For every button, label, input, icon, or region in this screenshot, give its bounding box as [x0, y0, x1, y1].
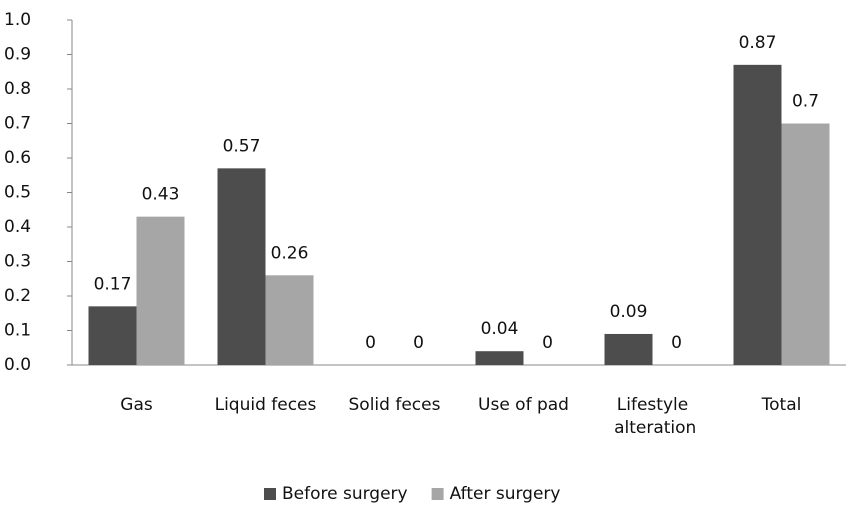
x-tick-label: Gas — [120, 395, 153, 415]
y-tick-label: 0.2 — [4, 286, 31, 306]
bar — [88, 306, 137, 365]
y-tick-label: 0.8 — [4, 79, 31, 99]
y-tick-label: 1.0 — [4, 10, 31, 30]
bar — [217, 168, 266, 365]
y-tick-label: 0.7 — [4, 114, 31, 134]
y-tick-label: 0.6 — [4, 148, 31, 168]
legend-swatch — [431, 488, 444, 500]
bar — [733, 64, 782, 365]
legend-label: After surgery — [450, 484, 561, 504]
bar — [781, 123, 830, 365]
legend-swatch — [264, 488, 276, 500]
data-label: 0.87 — [739, 33, 777, 53]
data-label: 0.57 — [223, 136, 261, 156]
y-tick-label: 0.0 — [4, 355, 31, 375]
y-tick-label: 0.4 — [4, 217, 31, 237]
x-tick-label: Liquid feces — [215, 395, 317, 415]
y-tick-label: 0.9 — [4, 45, 31, 65]
bar — [265, 275, 314, 365]
data-label: 0.09 — [610, 302, 648, 322]
x-tick-label: Use of pad — [478, 395, 569, 415]
x-tick-label: Solid feces — [349, 395, 441, 415]
x-tick-label: Total — [761, 395, 802, 415]
data-label: 0.26 — [271, 243, 309, 263]
bar — [475, 351, 524, 365]
y-tick-label: 0.5 — [4, 183, 31, 203]
data-label: 0.7 — [792, 92, 819, 112]
x-tick-label: Lifestyle alteration — [609, 395, 697, 438]
legend-label: Before surgery — [282, 484, 408, 504]
bar — [604, 333, 653, 365]
data-label: 0.43 — [142, 185, 180, 205]
data-label: 0 — [542, 333, 553, 353]
y-tick-label: 0.1 — [4, 321, 31, 341]
data-label: 0 — [671, 333, 682, 353]
y-tick-label: 0.3 — [4, 252, 31, 272]
data-label: 0 — [413, 333, 424, 353]
x-tick-label-line: Lifestyle — [617, 395, 688, 415]
data-label: 0.17 — [94, 274, 132, 294]
bar — [136, 216, 185, 365]
data-label: 0 — [365, 333, 376, 353]
x-tick-label-line: alteration — [609, 418, 697, 438]
data-label: 0.04 — [481, 319, 519, 339]
